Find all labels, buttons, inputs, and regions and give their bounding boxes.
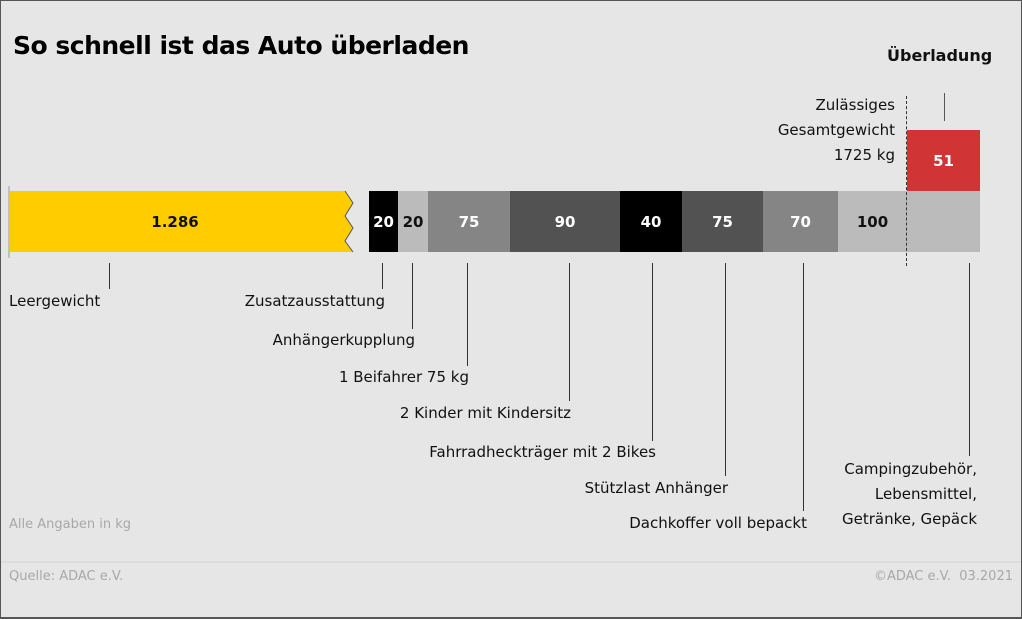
segment-label: Campingzubehör, Lebensmittel, Getränke, Ge…: [842, 457, 977, 532]
segment-bar: 20: [398, 191, 428, 252]
segment-bar: 40: [620, 191, 682, 252]
segment-bar: 75: [682, 191, 763, 252]
leader-line: [382, 263, 383, 289]
leader-line: [725, 263, 726, 476]
segment-label: Zusatzausstattung: [244, 292, 385, 310]
leader-line: [569, 263, 570, 401]
base-bar: [8, 186, 354, 258]
overload-label: Überladung: [887, 46, 993, 65]
divider: [1, 561, 1021, 563]
segment-bar: 75: [428, 191, 510, 252]
limit-label-line: 1725 kg: [833, 146, 895, 164]
limit-line: [906, 96, 907, 266]
segment-label: Stützlast Anhänger: [584, 479, 728, 497]
segment-bar: 70: [763, 191, 838, 252]
leader-line: [467, 263, 468, 366]
limit-label-line: Gesamtgewicht: [777, 121, 895, 139]
leader-line: [412, 263, 413, 329]
source: Quelle: ADAC e.V.: [9, 569, 124, 584]
overload-leader: [944, 93, 945, 121]
unit-note: Alle Angaben in kg: [9, 517, 131, 532]
leader-line: [969, 263, 970, 456]
leader-line: [803, 263, 804, 511]
segment-bar: 20: [369, 191, 398, 252]
label-leergewicht: Leergewicht: [9, 292, 101, 310]
segment-label: Dachkoffer voll bepackt: [629, 514, 807, 532]
leader-line: [652, 263, 653, 441]
segment-label: 1 Beifahrer 75 kg: [338, 368, 469, 386]
segment-label-line: Lebensmittel,: [874, 485, 977, 503]
base-value-label: 1.286: [151, 212, 199, 231]
segment-label-line: Campingzubehör,: [844, 460, 977, 478]
segment-label: Anhängerkupplung: [272, 331, 415, 349]
segment-label: 2 Kinder mit Kindersitz: [399, 404, 571, 422]
overload-bar: 51: [907, 130, 980, 191]
segment-bar: 90: [510, 191, 620, 252]
copyright: ©ADAC e.V. 03.2021: [873, 569, 1013, 584]
segment-label-line: Getränke, Gepäck: [841, 510, 977, 528]
overload-underlay: [907, 191, 980, 252]
leader-line: [109, 263, 110, 289]
segment-bar: 100: [838, 191, 907, 252]
chart-title: So schnell ist das Auto überladen: [13, 31, 469, 60]
limit-label-line: Zulässiges: [815, 96, 895, 114]
base-bar-fill: [10, 191, 353, 252]
limit-label: Zulässiges Gesamtgewicht 1725 kg: [778, 93, 895, 168]
segment-label: Fahrradheckträger mit 2 Bikes: [429, 443, 656, 461]
